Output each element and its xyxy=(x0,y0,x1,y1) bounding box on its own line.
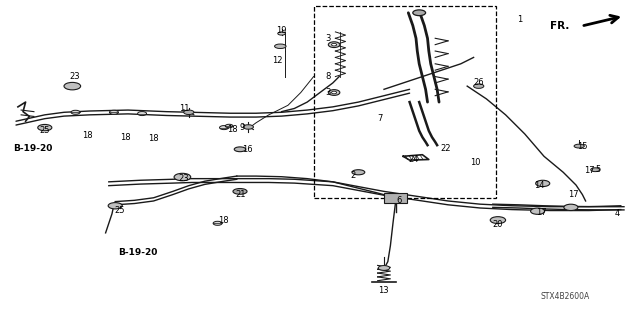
Ellipse shape xyxy=(213,221,222,225)
Bar xyxy=(314,6,496,198)
Text: 7: 7 xyxy=(378,114,383,122)
Text: 18: 18 xyxy=(148,134,159,143)
Bar xyxy=(384,193,407,203)
Text: 24: 24 xyxy=(408,155,419,164)
Text: 17: 17 xyxy=(584,166,595,175)
Ellipse shape xyxy=(71,110,80,114)
Text: FR.: FR. xyxy=(550,20,570,31)
Ellipse shape xyxy=(38,124,52,131)
Ellipse shape xyxy=(174,173,191,181)
Text: 13: 13 xyxy=(378,286,388,295)
Ellipse shape xyxy=(225,124,233,128)
Text: 21: 21 xyxy=(236,190,246,199)
Text: 11: 11 xyxy=(179,104,189,113)
Text: 19: 19 xyxy=(276,26,287,35)
Ellipse shape xyxy=(332,91,337,94)
Text: B-19-20: B-19-20 xyxy=(13,144,52,153)
Ellipse shape xyxy=(108,203,122,209)
Ellipse shape xyxy=(64,82,81,90)
Text: 2: 2 xyxy=(351,171,356,180)
Ellipse shape xyxy=(536,180,550,187)
Text: 17: 17 xyxy=(536,208,547,217)
Text: 1: 1 xyxy=(517,15,522,24)
Ellipse shape xyxy=(378,265,390,271)
Ellipse shape xyxy=(233,189,247,194)
Ellipse shape xyxy=(490,217,506,224)
Ellipse shape xyxy=(109,110,118,114)
Ellipse shape xyxy=(574,144,584,148)
Text: 25: 25 xyxy=(114,206,124,215)
Ellipse shape xyxy=(278,32,285,35)
Text: 10: 10 xyxy=(470,158,481,167)
Text: 5: 5 xyxy=(595,165,600,174)
Text: 18: 18 xyxy=(227,125,238,134)
Ellipse shape xyxy=(138,112,147,115)
Ellipse shape xyxy=(413,10,426,16)
Text: 16: 16 xyxy=(242,145,253,154)
Text: 9: 9 xyxy=(240,123,245,132)
Ellipse shape xyxy=(591,168,600,172)
Ellipse shape xyxy=(332,43,337,46)
Text: 8: 8 xyxy=(325,72,330,81)
Text: 18: 18 xyxy=(82,131,93,140)
Ellipse shape xyxy=(328,42,340,48)
Ellipse shape xyxy=(220,126,228,130)
Ellipse shape xyxy=(275,44,286,48)
Text: 20: 20 xyxy=(493,220,503,229)
Ellipse shape xyxy=(328,90,340,95)
Text: 3: 3 xyxy=(325,88,330,97)
Text: 14: 14 xyxy=(534,181,545,189)
Text: 26: 26 xyxy=(474,78,484,87)
Text: 12: 12 xyxy=(272,56,282,65)
Ellipse shape xyxy=(531,208,545,214)
Text: 18: 18 xyxy=(120,133,131,142)
Text: 18: 18 xyxy=(218,216,228,225)
Ellipse shape xyxy=(564,204,578,211)
Ellipse shape xyxy=(352,170,365,175)
Text: STX4B2600A: STX4B2600A xyxy=(541,293,590,301)
Text: 23: 23 xyxy=(69,72,80,81)
Ellipse shape xyxy=(474,84,484,88)
Text: 6: 6 xyxy=(397,197,402,205)
Text: 17: 17 xyxy=(568,190,579,199)
Text: 25: 25 xyxy=(40,126,50,135)
Text: B-19-20: B-19-20 xyxy=(118,248,158,256)
Text: 3: 3 xyxy=(325,34,330,43)
Text: 15: 15 xyxy=(577,142,588,151)
Text: 4: 4 xyxy=(614,209,620,218)
Text: 22: 22 xyxy=(440,144,451,153)
Ellipse shape xyxy=(184,110,194,115)
Text: 23: 23 xyxy=(178,174,189,183)
Ellipse shape xyxy=(234,147,246,152)
Ellipse shape xyxy=(243,125,253,129)
